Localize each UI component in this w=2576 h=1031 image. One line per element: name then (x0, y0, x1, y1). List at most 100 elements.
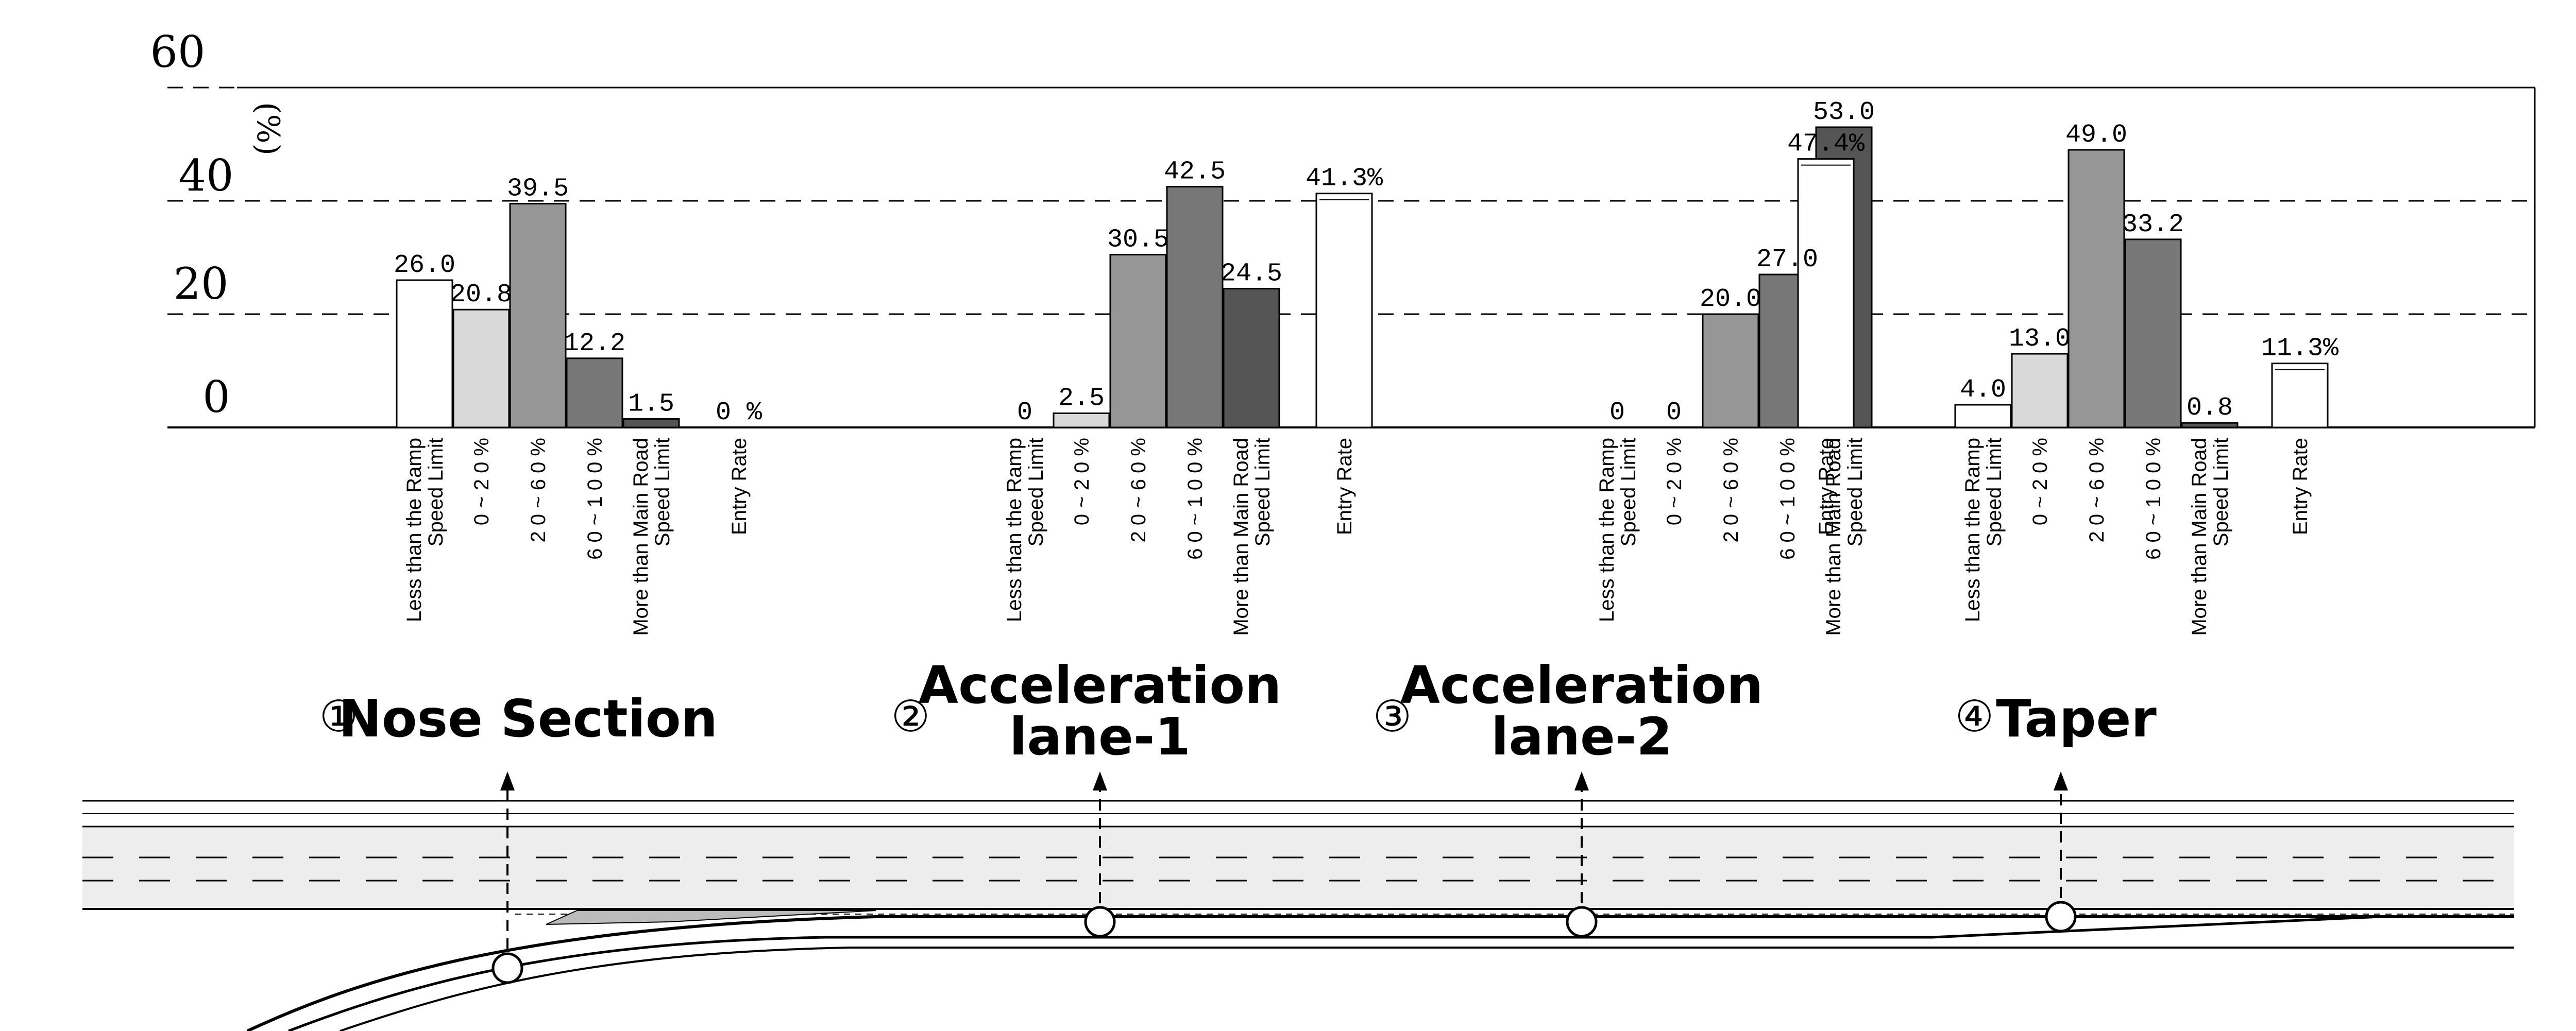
value-label: 4.0 (1960, 375, 2006, 405)
value-label: 24.5 (1221, 260, 1282, 289)
category-label-line: Speed Limit (1983, 438, 2006, 546)
value-label: 1.5 (628, 390, 674, 419)
value-label: 39.5 (507, 175, 569, 204)
category-labels-layer: Less than the RampSpeed Limit 0 ~ 2 0 % 2 … (403, 438, 2312, 636)
bar (2271, 363, 2329, 428)
bar (622, 418, 680, 428)
category-label: More than Main RoadSpeed Limit (1822, 438, 1867, 636)
category-label: 6 0 ~ 1 0 0 % (2142, 438, 2165, 560)
category-label: 0 ~ 2 0 % (1071, 438, 1093, 525)
bar (2067, 149, 2125, 428)
arrow-head (2054, 771, 2068, 791)
value-label: 13.0 (2009, 324, 2071, 354)
category-label-line: Speed Limit (1844, 438, 1867, 546)
category-label-line: 6 0 ~ 1 0 0 % (1776, 438, 1799, 560)
value-label: 0 % (716, 398, 762, 427)
category-label-line: Entry Rate (1815, 438, 1838, 535)
category-label: Entry Rate (2289, 438, 2312, 535)
road-diagram (82, 771, 2514, 1031)
value-label: 30.5 (1107, 226, 1169, 255)
section-title-line: Acceleration (1400, 655, 1764, 715)
ramp-line (340, 947, 2514, 1031)
category-label-line: Speed Limit (1025, 438, 1047, 546)
value-label: 0 (1609, 398, 1625, 427)
category-label: 6 0 ~ 1 0 0 % (584, 438, 606, 560)
chart-area: 60 40 20 0 (%) 26.020.8 39.5 12.2 1.5 0 % 0 2.… (150, 27, 2536, 767)
section-title-line: lane-1 (1009, 707, 1191, 767)
section-title: Taper (1996, 689, 2157, 749)
category-label-line: 2 0 ~ 6 0 % (2086, 438, 2108, 542)
value-label: 0 (1017, 398, 1032, 427)
value-label: 33.2 (2122, 210, 2184, 239)
category-label: Entry Rate (1815, 438, 1838, 535)
bar (1223, 288, 1280, 428)
category-label: Less than the RampSpeed Limit (1961, 438, 2006, 622)
y-tick-label: 20 (174, 259, 229, 309)
category-label-line: 2 0 ~ 6 0 % (527, 438, 550, 542)
category-label-line: Speed Limit (1617, 438, 1640, 546)
category-label: More than Main RoadSpeed Limit (630, 438, 674, 636)
value-label: 0 (1666, 398, 1682, 427)
category-label-line: Entry Rate (1333, 438, 1356, 535)
category-label-line: 6 0 ~ 1 0 0 % (584, 438, 606, 560)
category-label-line: More than Main Road (1822, 438, 1845, 636)
category-label-line: Entry Rate (2289, 438, 2312, 535)
category-label-line: Speed Limit (1251, 438, 1274, 546)
section-number: ① (319, 691, 358, 742)
category-label: Less than the RampSpeed Limit (403, 438, 447, 622)
measurement-point (1084, 906, 1116, 938)
category-label-line: More than Main Road (630, 438, 652, 636)
category-label: 6 0 ~ 1 0 0 % (1184, 438, 1207, 560)
category-label-line: More than Main Road (1230, 438, 1252, 636)
category-label-line: More than Main Road (2188, 438, 2211, 636)
category-label: 2 0 ~ 6 0 % (1720, 438, 1742, 542)
category-label-line: 6 0 ~ 1 0 0 % (1184, 438, 1207, 560)
bar (1797, 158, 1855, 428)
value-label: 49.0 (2065, 121, 2127, 150)
value-label: 42.5 (1164, 158, 1226, 187)
bar (1315, 193, 1373, 428)
ramp-edge (246, 915, 2514, 1031)
bar (1109, 254, 1167, 428)
category-label-line: Speed Limit (651, 438, 674, 546)
y-tick-label: 0 (202, 372, 230, 422)
category-label: 2 0 ~ 6 0 % (1127, 438, 1150, 542)
value-label: 11.3% (2261, 334, 2339, 364)
value-labels-layer: 26.020.8 39.5 12.2 1.5 0 % 0 2.5 30.5 42.5 24.5 41… (394, 98, 2339, 427)
bar (566, 357, 623, 428)
section-title-line: lane-2 (1491, 707, 1672, 767)
bar (1053, 413, 1110, 428)
category-label-line: 0 ~ 2 0 % (1663, 438, 1686, 525)
category-label-line: 2 0 ~ 6 0 % (1127, 438, 1150, 542)
value-label: 2.5 (1058, 384, 1105, 414)
section-number: ③ (1373, 691, 1412, 742)
category-label: Less than the RampSpeed Limit (1596, 438, 1640, 622)
road-surface (82, 827, 2514, 909)
category-label: 0 ~ 2 0 % (2029, 438, 2052, 525)
category-label-line: 0 ~ 2 0 % (1071, 438, 1093, 525)
category-label-line: Speed Limit (2210, 438, 2232, 546)
y-tick-label: 60 (150, 27, 206, 77)
category-label: Less than the RampSpeed Limit (1003, 438, 1047, 622)
gore-hatch (546, 910, 876, 925)
category-label-line: 2 0 ~ 6 0 % (1720, 438, 1742, 542)
bar (509, 203, 567, 428)
value-label: 0.8 (2187, 393, 2233, 423)
y-axis-label: (%) (250, 102, 286, 156)
category-label: 0 ~ 2 0 % (470, 438, 493, 525)
measurement-point (492, 952, 523, 984)
category-label-line: 0 ~ 2 0 % (2029, 438, 2052, 525)
section-number: ② (891, 691, 930, 742)
bar (1166, 186, 1224, 428)
value-label: 20.0 (1700, 285, 1761, 314)
ramp-edge (288, 915, 2381, 1031)
y-tick-label: 40 (179, 150, 234, 201)
value-label: 47.4% (1787, 130, 1865, 159)
measurement-point (2045, 901, 2077, 933)
category-label: 0 ~ 2 0 % (1663, 438, 1686, 525)
category-label: More than Main RoadSpeed Limit (1230, 438, 1274, 636)
value-label: 53.0 (1813, 98, 1875, 127)
value-label: 27.0 (1756, 245, 1818, 274)
